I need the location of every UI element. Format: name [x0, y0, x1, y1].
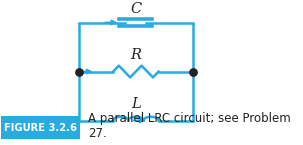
Text: A parallel LRC circuit; see Problem
27.: A parallel LRC circuit; see Problem 27.	[88, 112, 291, 140]
Point	[190, 70, 195, 73]
Text: R: R	[130, 48, 142, 62]
Text: FIGURE 3.2.6: FIGURE 3.2.6	[4, 123, 77, 133]
Text: C: C	[130, 2, 142, 16]
FancyBboxPatch shape	[1, 116, 80, 139]
Text: L: L	[131, 97, 141, 111]
Point	[77, 70, 82, 73]
